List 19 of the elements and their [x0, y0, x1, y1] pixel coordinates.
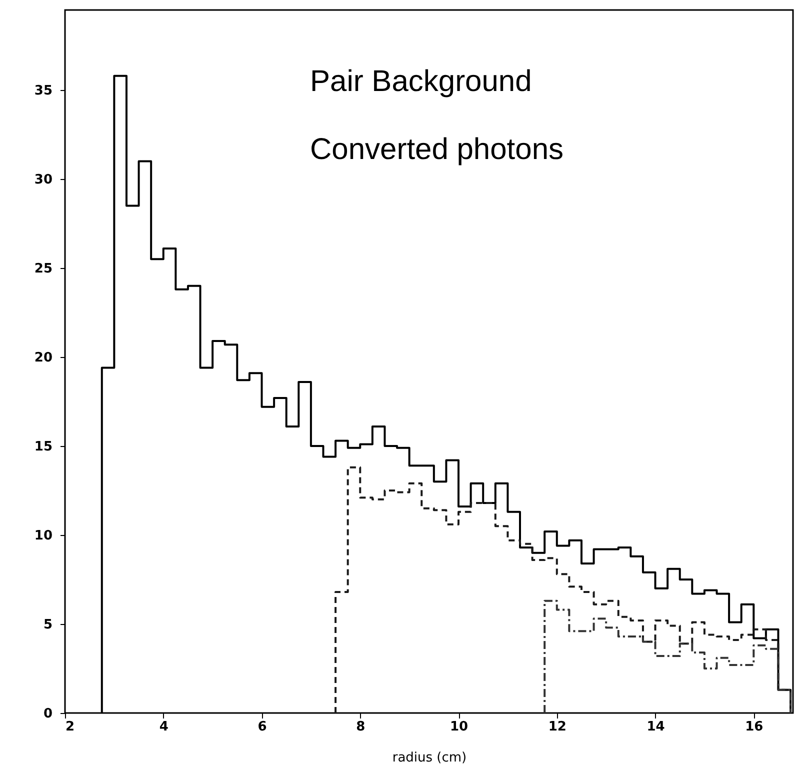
y-tick-label: 25 [34, 262, 52, 277]
y-tick-label: 35 [34, 84, 52, 99]
y-tick-label: 0 [43, 706, 52, 722]
y-tick-label: 10 [34, 528, 52, 544]
x-tick-label: 12 [548, 720, 566, 734]
x-tick-label: 6 [258, 720, 267, 734]
y-tick-label: 30 [34, 172, 52, 188]
x-tick-label: 14 [646, 720, 665, 734]
y-tick-label: 5 [43, 618, 52, 633]
y-tick-label: 15 [34, 440, 52, 455]
x-tick-label: 10 [450, 720, 468, 734]
annotation: Pair Background [310, 65, 532, 98]
x-tick-label: 16 [745, 720, 764, 734]
x-tick-label: 8 [356, 720, 366, 734]
x-tick-label: 2 [66, 720, 75, 734]
annotation: Converted photons [310, 133, 564, 166]
x-axis-title: radius (cm) [392, 750, 467, 766]
x-tick-label: 4 [159, 720, 168, 734]
y-tick-label: 20 [34, 350, 52, 366]
